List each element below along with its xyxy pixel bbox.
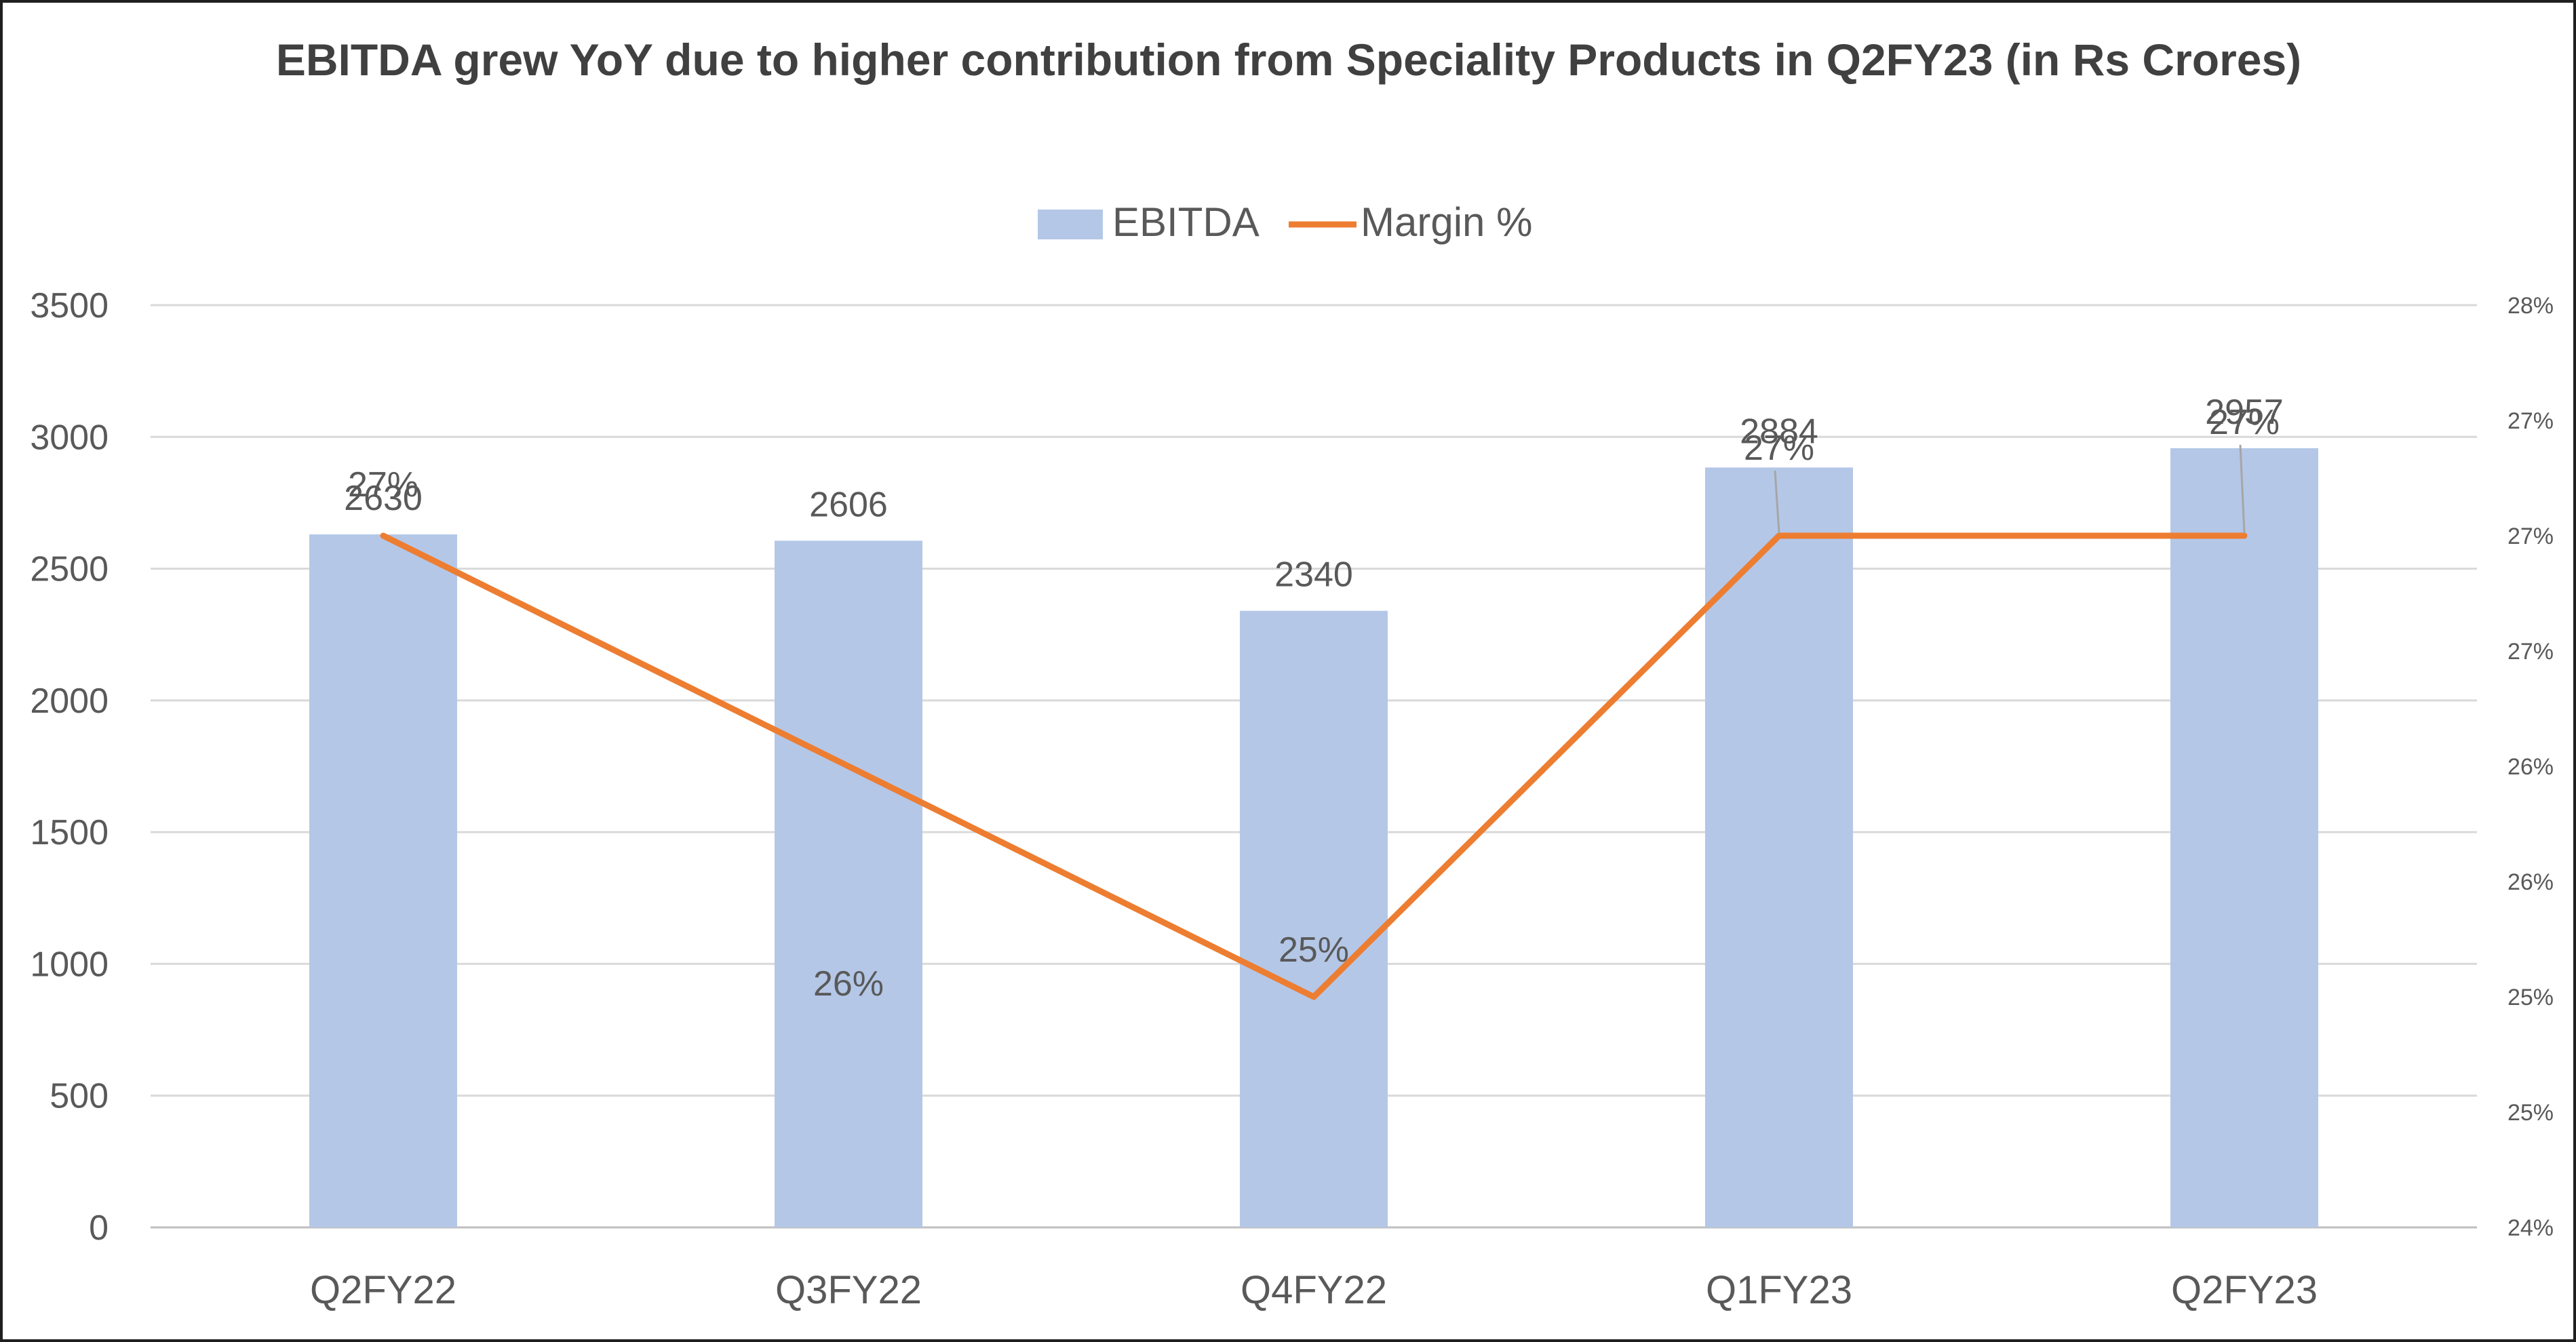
margin-value-label: 25% bbox=[1279, 930, 1349, 970]
left-tick-label: 500 bbox=[50, 1077, 109, 1116]
legend-label-ebitda: EBITDA bbox=[1112, 199, 1260, 245]
ebitda-bar bbox=[775, 540, 922, 1227]
ebitda-value-label: 2957 bbox=[2205, 393, 2284, 432]
left-tick-label: 2000 bbox=[30, 682, 109, 721]
ebitda-bar bbox=[1705, 467, 1853, 1227]
ebitda-value-label: 2630 bbox=[344, 479, 423, 518]
left-tick-label: 2500 bbox=[30, 550, 109, 589]
margin-leader-line bbox=[1774, 470, 1780, 534]
x-tick-label: Q3FY22 bbox=[775, 1268, 922, 1312]
axes: 0 500 1000 1500 2000 2500 3000 3500 24% 25% 25% 26%… bbox=[30, 286, 2554, 1312]
right-tick-label: 27% bbox=[2507, 524, 2554, 549]
margin-value-label: 26% bbox=[813, 964, 884, 1004]
left-tick-label: 0 bbox=[89, 1208, 109, 1248]
left-tick-label: 1000 bbox=[30, 945, 109, 984]
ebitda-value-label: 2340 bbox=[1274, 555, 1353, 595]
ebitda-bar bbox=[309, 534, 457, 1227]
x-tick-label: Q2FY22 bbox=[310, 1268, 456, 1312]
ebitda-bar bbox=[2170, 448, 2318, 1227]
margin-line bbox=[380, 532, 2248, 1000]
right-tick-label: 27% bbox=[2507, 408, 2554, 434]
margin-value-label: 27% bbox=[2209, 403, 2280, 442]
chart-title: EBITDA grew YoY due to higher contributi… bbox=[275, 35, 2302, 85]
ebitda-value-label: 2884 bbox=[1740, 412, 1818, 451]
right-tick-label: 26% bbox=[2507, 754, 2554, 780]
legend: EBITDA Margin % bbox=[1038, 199, 1532, 245]
x-tick-label: Q2FY23 bbox=[2171, 1268, 2318, 1312]
legend-swatch-ebitda bbox=[1038, 210, 1103, 239]
legend-label-margin: Margin % bbox=[1361, 199, 1532, 245]
left-tick-label: 3500 bbox=[30, 286, 109, 325]
ebitda-bars bbox=[309, 448, 2318, 1227]
left-tick-label: 3000 bbox=[30, 418, 109, 457]
margin-value-label: 27% bbox=[1744, 429, 1814, 468]
margin-line-path bbox=[380, 532, 2248, 1000]
x-tick-label: Q1FY23 bbox=[1706, 1268, 1852, 1312]
right-tick-label: 24% bbox=[2507, 1215, 2554, 1241]
right-tick-label: 28% bbox=[2507, 293, 2554, 319]
right-tick-label: 27% bbox=[2507, 639, 2554, 665]
margin-value-label: 27% bbox=[348, 465, 418, 505]
right-tick-label: 25% bbox=[2507, 1100, 2554, 1126]
right-tick-label: 25% bbox=[2507, 985, 2554, 1010]
ebitda-value-label: 2606 bbox=[809, 485, 888, 524]
ebitda-bar bbox=[1240, 610, 1388, 1227]
right-tick-label: 26% bbox=[2507, 869, 2554, 895]
left-tick-label: 1500 bbox=[30, 813, 109, 852]
x-tick-label: Q4FY22 bbox=[1241, 1268, 1387, 1312]
margin-leader-line bbox=[2239, 444, 2246, 534]
